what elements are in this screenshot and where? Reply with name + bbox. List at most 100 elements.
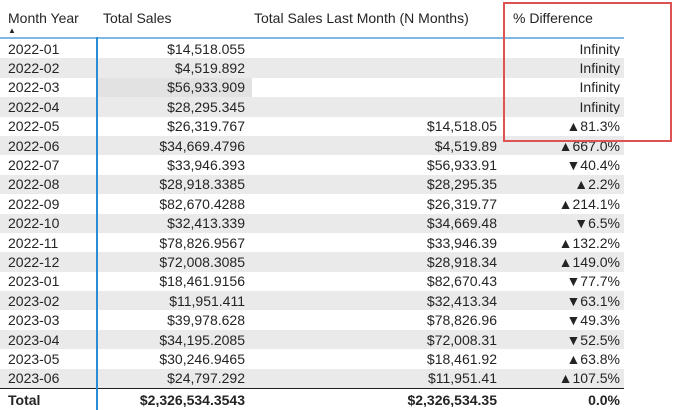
cell-last-month: $28,295.35	[426, 177, 497, 192]
table-row[interactable]: 2022-01 $14,518.055 Infinity	[0, 39, 624, 58]
total-last-month-value: $2,326,534.35	[407, 393, 497, 408]
column-header-total-sales[interactable]: Total Sales	[97, 0, 252, 37]
cell-pct-diff: ▲2.2%	[574, 177, 620, 192]
table-row[interactable]: 2022-11 $78,826.9567 $33,946.39 ▲132.2%	[0, 233, 624, 252]
cell-last-month: $4,519.89	[434, 138, 497, 153]
table-row[interactable]: 2023-04 $34,195.2085 $72,008.31 ▼52.5%	[0, 329, 624, 350]
cell-total-sales: $28,918.3385	[159, 177, 245, 192]
cell-total-sales: $32,413.339	[167, 216, 245, 231]
annotation-rectangle	[503, 2, 672, 142]
cell-pct-diff: ▼52.5%	[566, 332, 620, 347]
total-label: Total	[8, 393, 41, 408]
cell-total-sales: $14,518.055	[167, 41, 245, 56]
cell-total-sales: $72,008.3085	[159, 254, 245, 269]
cell-pct-diff: ▼6.5%	[574, 216, 620, 231]
cell-month-year: 2022-12	[8, 254, 60, 269]
cell-last-month: $78,826.96	[426, 313, 497, 328]
cell-total-sales: $26,319.767	[167, 119, 245, 134]
cell-month-year: 2023-01	[8, 274, 60, 289]
cell-month-year: 2022-11	[8, 235, 59, 250]
cell-pct-diff: ▲214.1%	[558, 196, 620, 211]
cell-month-year: 2023-05	[8, 351, 60, 366]
cell-pct-diff: ▼40.4%	[566, 158, 620, 173]
cell-month-year: 2022-10	[8, 216, 60, 231]
cell-total-sales: $34,669.4796	[159, 138, 245, 153]
cell-month-year: 2023-04	[8, 332, 60, 347]
table-row[interactable]: 2022-12 $72,008.3085 $28,918.34 ▲149.0%	[0, 252, 624, 272]
cell-last-month: $34,669.48	[426, 216, 497, 231]
cell-last-month: $56,933.91	[426, 158, 497, 173]
table-row[interactable]: 2023-03 $39,978.628 $78,826.96 ▼49.3%	[0, 310, 624, 329]
cell-total-sales: $4,519.892	[174, 61, 245, 76]
cell-month-year: 2022-06	[8, 138, 60, 153]
total-sales-value: $2,326,534.3543	[139, 393, 245, 408]
cell-month-year: 2022-01	[8, 41, 60, 56]
table-row[interactable]: 2023-05 $30,246.9465 $18,461.92 ▲63.8%	[0, 349, 624, 368]
cell-pct-diff: ▼77.7%	[566, 274, 620, 289]
cell-last-month: $14,518.05	[426, 119, 497, 134]
column-header-total-sales-last-month[interactable]: Total Sales Last Month (N Months)	[252, 0, 505, 37]
table-row[interactable]: 2022-09 $82,670.4288 $26,319.77 ▲214.1%	[0, 194, 624, 213]
cell-last-month: $82,670.43	[426, 274, 497, 289]
table-row[interactable]: 2022-10 $32,413.339 $34,669.48 ▼6.5%	[0, 213, 624, 233]
cell-month-year: 2022-04	[8, 99, 60, 114]
cell-month-year: 2022-03	[8, 80, 60, 95]
cell-month-year: 2023-06	[8, 371, 60, 386]
column-header-label: Month Year	[8, 10, 79, 26]
total-pct-diff-value: 0.0%	[588, 393, 620, 408]
cell-month-year: 2022-05	[8, 119, 60, 134]
cell-last-month: $33,946.39	[426, 235, 497, 250]
table-row[interactable]: 2022-05 $26,319.767 $14,518.05 ▲81.3%	[0, 117, 624, 136]
cell-total-sales: $18,461.9156	[159, 274, 245, 289]
cell-last-month: $18,461.92	[426, 351, 497, 366]
cell-last-month: $32,413.34	[426, 293, 497, 308]
table-row[interactable]: 2022-03 $56,933.909 Infinity	[0, 77, 624, 98]
table-header-row: Month Year ▲ Total Sales Total Sales Las…	[0, 0, 624, 39]
cell-pct-diff: ▼63.1%	[566, 293, 620, 308]
cell-total-sales: $30,246.9465	[159, 351, 245, 366]
column-header-month-year[interactable]: Month Year ▲	[0, 0, 97, 37]
cell-month-year: 2023-03	[8, 313, 60, 328]
cell-total-sales: $34,195.2085	[159, 332, 245, 347]
table-row[interactable]: 2022-07 $33,946.393 $56,933.91 ▼40.4%	[0, 155, 624, 174]
cell-last-month: $26,319.77	[426, 196, 497, 211]
cell-pct-diff: ▲63.8%	[566, 351, 620, 366]
column-header-label: % Difference	[513, 10, 593, 26]
table-row[interactable]: 2022-06 $34,669.4796 $4,519.89 ▲667.0%	[0, 135, 624, 156]
cell-month-year: 2023-02	[8, 293, 60, 308]
cell-month-year: 2022-09	[8, 196, 60, 211]
table-row[interactable]: 2022-02 $4,519.892 Infinity	[0, 58, 624, 78]
sort-ascending-icon: ▲	[8, 26, 16, 36]
column-header-label: Total Sales	[103, 10, 172, 26]
table-row[interactable]: 2023-06 $24,797.292 $11,951.41 ▲107.5%	[0, 368, 624, 389]
cell-total-sales: $28,295.345	[167, 99, 245, 114]
table-row[interactable]: 2022-08 $28,918.3385 $28,295.35 ▲2.2%	[0, 174, 624, 195]
cell-pct-diff: ▲107.5%	[558, 371, 620, 386]
cell-month-year: 2022-08	[8, 177, 60, 192]
cell-total-sales: $39,978.628	[167, 313, 245, 328]
table-row[interactable]: 2022-04 $28,295.345 Infinity	[0, 97, 624, 117]
table-row[interactable]: 2023-02 $11,951.411 $32,413.34 ▼63.1%	[0, 291, 624, 311]
column-header-pct-difference[interactable]: % Difference	[505, 0, 624, 37]
cell-pct-diff: ▲667.0%	[558, 138, 620, 153]
cell-pct-diff: Infinity	[579, 41, 620, 56]
cell-last-month: $72,008.31	[426, 332, 497, 347]
cell-total-sales: $11,951.411	[169, 293, 245, 308]
cell-total-sales: $78,826.9567	[159, 235, 245, 250]
table-total-row: Total $2,326,534.3543 $2,326,534.35 0.0%	[0, 388, 624, 410]
cell-pct-diff: Infinity	[579, 80, 620, 95]
cell-pct-diff: Infinity	[579, 99, 620, 114]
sales-table: Month Year ▲ Total Sales Total Sales Las…	[0, 0, 624, 410]
cell-total-sales: $33,946.393	[167, 158, 245, 173]
cell-month-year: 2022-07	[8, 158, 60, 173]
cell-total-sales: $56,933.909	[97, 77, 252, 98]
cell-pct-diff: ▲81.3%	[566, 119, 620, 134]
cell-pct-diff: Infinity	[579, 61, 620, 76]
table-row[interactable]: 2023-01 $18,461.9156 $82,670.43 ▼77.7%	[0, 272, 624, 291]
cell-last-month: $28,918.34	[426, 254, 497, 269]
cell-total-sales: $24,797.292	[167, 371, 245, 386]
table-rows-container: 2022-01 $14,518.055 Infinity 2022-02 $4,519.…	[0, 39, 624, 389]
cell-pct-diff: ▲149.0%	[558, 254, 620, 269]
cell-pct-diff: ▼49.3%	[566, 313, 620, 328]
